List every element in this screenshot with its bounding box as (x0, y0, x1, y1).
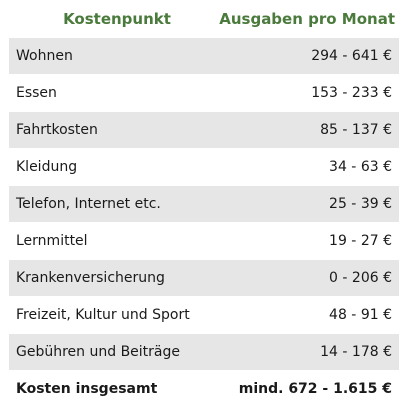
row-cost: 294 - 641 € (311, 48, 392, 64)
row-cost: 153 - 233 € (311, 85, 392, 101)
row-cost: 48 - 91 € (329, 307, 392, 323)
row-item: Lernmittel (16, 233, 88, 249)
table-row: Kleidung 34 - 63 € (9, 149, 399, 186)
table-row: Krankenversicherung 0 - 206 € (9, 260, 399, 297)
table-row: Wohnen 294 - 641 € (9, 38, 399, 75)
table-row: Fahrtkosten 85 - 137 € (9, 112, 399, 149)
row-item: Krankenversicherung (16, 270, 165, 286)
row-cost: 34 - 63 € (329, 159, 392, 175)
table-row: Essen 153 - 233 € (9, 75, 399, 112)
row-cost: 19 - 27 € (329, 233, 392, 249)
row-cost: 0 - 206 € (329, 270, 392, 286)
total-cost: mind. 672 - 1.615 € (238, 380, 392, 397)
total-row: Kosten insgesamt mind. 672 - 1.615 € (9, 371, 399, 407)
row-item: Kleidung (16, 159, 78, 175)
table-row: Gebühren und Beiträge 14 - 178 € (9, 334, 399, 371)
header-kostenpunkt: Kostenpunkt (63, 10, 171, 28)
row-item: Telefon, Internet etc. (16, 196, 161, 212)
table-header: Kostenpunkt Ausgaben pro Monat (9, 0, 399, 38)
row-cost: 85 - 137 € (320, 122, 392, 138)
row-item: Fahrtkosten (16, 122, 98, 138)
row-item: Essen (16, 85, 57, 101)
table-row: Freizeit, Kultur und Sport 48 - 91 € (9, 297, 399, 334)
row-item: Gebühren und Beiträge (16, 344, 180, 360)
total-label: Kosten insgesamt (16, 380, 158, 397)
cost-table: Kostenpunkt Ausgaben pro Monat Wohnen 29… (9, 0, 399, 407)
header-ausgaben-pro-monat: Ausgaben pro Monat (219, 10, 395, 28)
row-item: Freizeit, Kultur und Sport (16, 307, 190, 323)
table-row: Telefon, Internet etc. 25 - 39 € (9, 186, 399, 223)
row-item: Wohnen (16, 48, 73, 64)
row-cost: 14 - 178 € (320, 344, 392, 360)
row-cost: 25 - 39 € (329, 196, 392, 212)
table-row: Lernmittel 19 - 27 € (9, 223, 399, 260)
